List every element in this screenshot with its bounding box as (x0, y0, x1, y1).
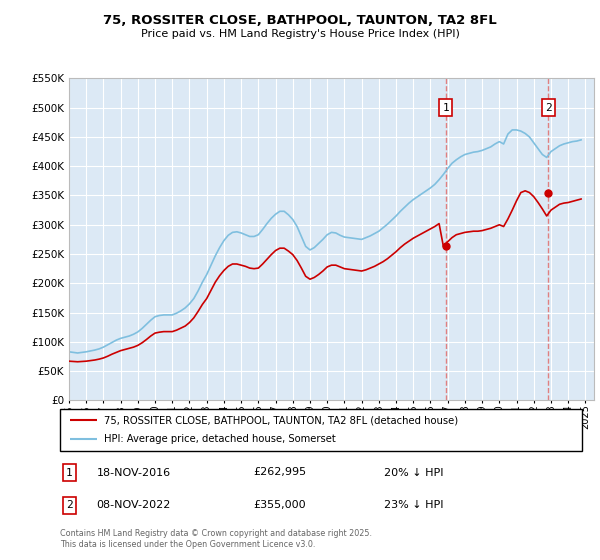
Text: 23% ↓ HPI: 23% ↓ HPI (383, 501, 443, 510)
Text: 75, ROSSITER CLOSE, BATHPOOL, TAUNTON, TA2 8FL (detached house): 75, ROSSITER CLOSE, BATHPOOL, TAUNTON, T… (104, 415, 458, 425)
Text: 2: 2 (545, 102, 552, 113)
Text: 1: 1 (442, 102, 449, 113)
Text: 18-NOV-2016: 18-NOV-2016 (97, 468, 170, 478)
Text: Price paid vs. HM Land Registry's House Price Index (HPI): Price paid vs. HM Land Registry's House … (140, 29, 460, 39)
Text: 08-NOV-2022: 08-NOV-2022 (97, 501, 171, 510)
Text: 75, ROSSITER CLOSE, BATHPOOL, TAUNTON, TA2 8FL: 75, ROSSITER CLOSE, BATHPOOL, TAUNTON, T… (103, 14, 497, 27)
Text: Contains HM Land Registry data © Crown copyright and database right 2025.
This d: Contains HM Land Registry data © Crown c… (60, 529, 372, 549)
Text: 20% ↓ HPI: 20% ↓ HPI (383, 468, 443, 478)
Text: £355,000: £355,000 (253, 501, 306, 510)
Text: £262,995: £262,995 (253, 468, 306, 478)
Text: HPI: Average price, detached house, Somerset: HPI: Average price, detached house, Some… (104, 435, 336, 445)
Text: 1: 1 (66, 468, 73, 478)
Text: 2: 2 (66, 501, 73, 510)
